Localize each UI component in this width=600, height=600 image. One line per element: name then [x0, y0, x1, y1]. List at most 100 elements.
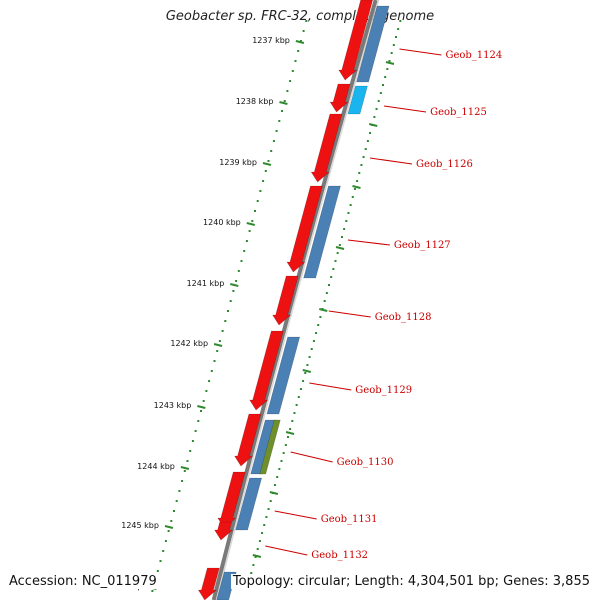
- track-tick: [302, 369, 312, 373]
- scale-dot: [156, 570, 159, 572]
- forward-gene[interactable]: [214, 521, 234, 541]
- scale-dot: [175, 500, 178, 502]
- scale-label: 1240 kbp: [203, 218, 241, 227]
- scale-dot: [227, 310, 229, 312]
- forward-gene[interactable]: [338, 0, 374, 81]
- track-dot: [278, 468, 281, 470]
- gene-label[interactable]: Geob_1132: [311, 550, 368, 561]
- gene-label[interactable]: Geob_1130: [337, 457, 394, 468]
- gene-label[interactable]: Geob_1125: [430, 107, 487, 118]
- scale-dot: [186, 460, 189, 462]
- scale-dot: [289, 80, 292, 82]
- track-dot: [280, 460, 283, 462]
- gene-label[interactable]: Geob_1124: [445, 50, 502, 61]
- scale-label: 1238 kbp: [236, 97, 274, 106]
- track-dot: [377, 100, 380, 102]
- gene-label[interactable]: Geob_1131: [321, 514, 378, 525]
- forward-gene[interactable]: [310, 113, 343, 183]
- cds-block[interactable]: [266, 336, 301, 415]
- track-dot: [256, 548, 259, 550]
- scale-dot: [294, 60, 297, 62]
- cds-block[interactable]: [235, 477, 263, 531]
- track-dot: [382, 84, 385, 86]
- track-dot: [310, 348, 313, 350]
- track-dot: [358, 172, 361, 174]
- track-dot: [291, 420, 294, 422]
- gene-leader-line: [309, 382, 352, 391]
- track-dot: [386, 68, 389, 70]
- scale-dot: [272, 140, 275, 142]
- track-dot: [336, 252, 339, 254]
- track-dot: [328, 284, 331, 286]
- gene-label[interactable]: Geob_1126: [416, 159, 473, 170]
- scale-dot: [181, 480, 184, 482]
- track-dot: [369, 132, 372, 134]
- scale-dot: [232, 290, 235, 292]
- track-dot: [388, 60, 391, 62]
- gene-label[interactable]: Geob_1129: [355, 385, 412, 396]
- scale-dot: [189, 450, 192, 452]
- track-dot: [274, 484, 277, 486]
- scale-dot: [297, 50, 300, 52]
- track-dot: [340, 236, 343, 238]
- cds-block-olive[interactable]: [259, 419, 281, 475]
- scale-major-tick: [295, 40, 305, 44]
- cds-block-cyan[interactable]: [347, 85, 368, 115]
- track-dot: [312, 340, 315, 342]
- scale-major-tick: [213, 343, 223, 347]
- track-dot: [286, 436, 289, 438]
- track-dot: [373, 116, 376, 118]
- gene-track: [197, 0, 390, 600]
- track-dot: [392, 44, 395, 46]
- gene-label[interactable]: Geob_1128: [375, 312, 432, 323]
- scale-dot: [237, 270, 240, 272]
- track-dot: [375, 108, 378, 110]
- track-dot: [351, 196, 354, 198]
- forward-gene[interactable]: [234, 413, 262, 467]
- scale-dot: [291, 70, 294, 72]
- forward-gene[interactable]: [197, 567, 220, 600]
- track-dot: [319, 316, 322, 318]
- track-dot: [250, 572, 253, 574]
- cds-block[interactable]: [356, 5, 390, 83]
- track-dot: [252, 564, 255, 566]
- forward-gene[interactable]: [272, 275, 299, 326]
- scale-dot: [151, 590, 154, 592]
- forward-gene[interactable]: [249, 330, 284, 411]
- scale-dot: [218, 340, 221, 342]
- scale-dot: [240, 260, 243, 262]
- scale-dot: [162, 550, 165, 552]
- scale-major-tick: [164, 525, 174, 529]
- forward-gene[interactable]: [329, 83, 351, 113]
- scale-dot: [224, 320, 227, 322]
- backbone-shadow: [215, 0, 380, 600]
- scale-dot: [278, 120, 281, 122]
- gene-leader-line: [369, 157, 413, 165]
- scale-dot: [248, 230, 251, 232]
- track-dot: [289, 428, 292, 430]
- scale-dot: [235, 280, 238, 282]
- scale-dot: [275, 130, 278, 132]
- scale-dot: [305, 20, 308, 22]
- forward-gene[interactable]: [286, 185, 323, 273]
- genome-backbone: [211, 0, 380, 600]
- gene-leader-line: [290, 451, 333, 463]
- scale-dot: [262, 180, 265, 182]
- scale-label: 1237 kbp: [252, 36, 290, 45]
- scale-dot: [194, 430, 197, 432]
- track-dot: [295, 404, 298, 406]
- track-dot: [390, 52, 393, 54]
- track-dot: [394, 36, 397, 38]
- cds-block[interactable]: [303, 185, 341, 279]
- track-dot: [397, 28, 400, 30]
- track-tick: [368, 123, 378, 127]
- scale-dot: [178, 490, 181, 492]
- track-dot: [332, 268, 335, 270]
- scale-dot: [245, 240, 248, 242]
- scale-dot: [167, 530, 170, 532]
- scale-major-tick: [230, 283, 239, 287]
- scale-dot: [210, 370, 213, 372]
- gene-label[interactable]: Geob_1127: [394, 240, 451, 251]
- scale-dot: [302, 30, 305, 32]
